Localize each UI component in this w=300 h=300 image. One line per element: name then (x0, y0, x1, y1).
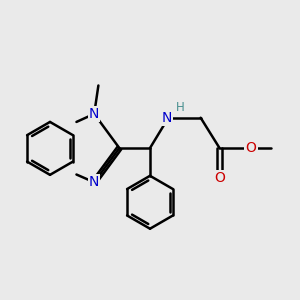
Text: H: H (176, 101, 185, 114)
Text: N: N (89, 175, 99, 189)
Text: O: O (245, 141, 256, 155)
Text: O: O (214, 171, 225, 185)
Text: N: N (89, 107, 99, 121)
Text: N: N (162, 111, 172, 125)
